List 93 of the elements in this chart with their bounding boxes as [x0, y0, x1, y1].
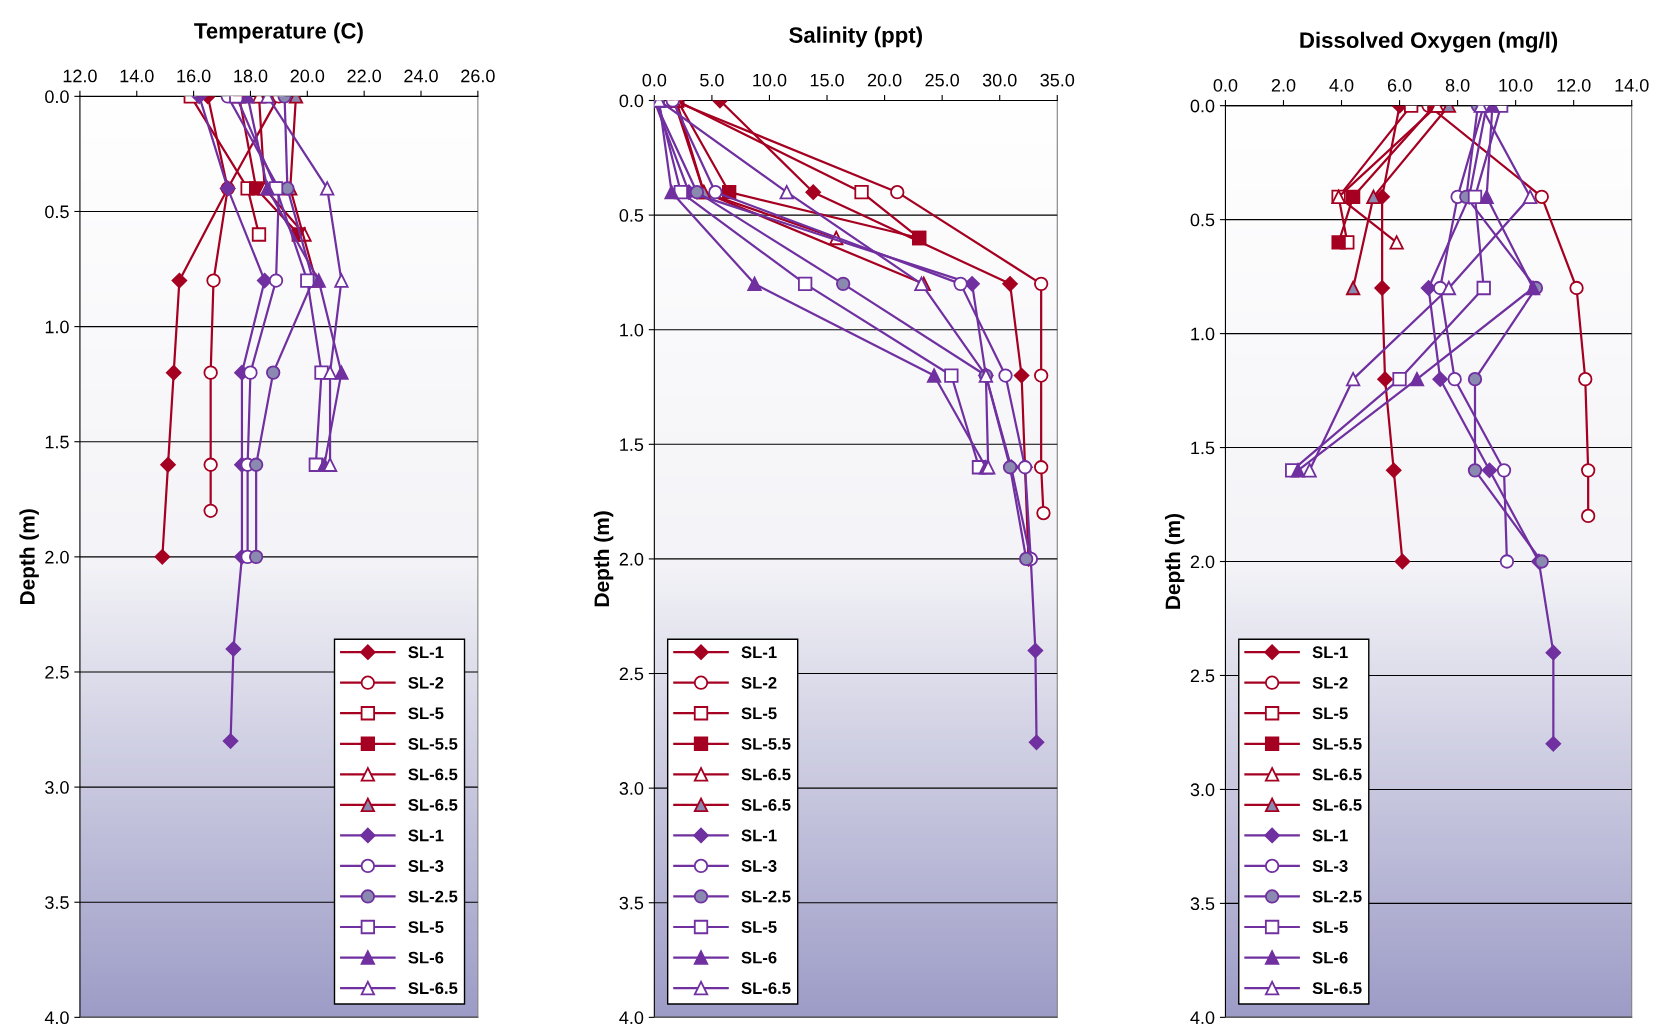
legend-label: SL-6.5	[1312, 799, 1362, 811]
legend-label: SL-6.5	[408, 768, 458, 781]
y-tick-label: 1.5	[45, 435, 69, 449]
x-tick-label: 20.0	[867, 73, 902, 87]
legend-label: SL-6.5	[741, 982, 791, 995]
y-tick-label: 3.0	[45, 781, 69, 794]
x-tick-label: 35.0	[1040, 73, 1075, 87]
legend-label: SL-6	[408, 951, 444, 964]
y-tick-label: 3.5	[45, 896, 69, 909]
legend-label: SL-3	[1312, 860, 1348, 872]
y-tick-label: 0.0	[1190, 99, 1215, 113]
y-tick-label: 3.5	[619, 896, 644, 910]
x-tick-label: 30.0	[982, 73, 1017, 87]
legend-label: SL-2.5	[741, 890, 791, 903]
y-axis-title: Depth (m)	[1164, 513, 1185, 609]
x-tick-label: 0.0	[642, 73, 667, 87]
x-tick-label: 8.0	[1445, 78, 1470, 92]
y-tick-label: 0.5	[45, 205, 69, 219]
legend-label: SL-1	[741, 829, 777, 842]
x-tick-label: 0.0	[1213, 78, 1238, 92]
y-tick-label: 4.0	[44, 1011, 69, 1025]
y-tick-label: 0.5	[619, 209, 644, 222]
y-tick-label: 2.5	[45, 665, 69, 679]
y-tick-label: 0.0	[45, 90, 69, 104]
y-tick-label: 1.5	[620, 438, 644, 452]
x-tick-label: 12.0	[1557, 78, 1591, 92]
legend-label: SL-5	[1312, 707, 1348, 720]
x-tick-label: 10.0	[1499, 78, 1533, 92]
legend-label: SL-6	[741, 951, 777, 964]
chart-title: Dissolved Oxygen (mg/l)	[1300, 31, 1558, 53]
y-tick-label: 0.0	[619, 94, 644, 108]
legend-label: SL-2	[1312, 676, 1348, 689]
y-tick-label: 2.5	[1190, 669, 1215, 683]
legend-label: SL-6.5	[1312, 768, 1362, 781]
legend-label: SL-1	[1312, 829, 1348, 842]
legend-label: SL-5	[1312, 921, 1348, 933]
y-axis-title: Depth (m)	[593, 511, 614, 607]
legend-label: SL-3	[741, 860, 777, 872]
y-tick-label: 2.0	[1190, 555, 1215, 569]
legend-label: SL-2.5	[1312, 890, 1362, 903]
legend-label: SL-5.5	[408, 737, 458, 750]
y-tick-label: 3.0	[619, 782, 644, 795]
legend-label: SL-5.5	[741, 737, 791, 750]
legend-label: SL-3	[408, 860, 444, 872]
x-tick-label: 16.0	[177, 69, 211, 83]
y-tick-label: 1.0	[1191, 327, 1215, 341]
y-tick-label: 2.5	[619, 667, 644, 681]
legend-label: SL-6.5	[1312, 982, 1362, 995]
x-tick-label: 10.0	[753, 73, 787, 87]
y-tick-label: 0.5	[1190, 213, 1215, 227]
x-tick-label: 15.0	[810, 73, 844, 87]
x-tick-label: 4.0	[1329, 78, 1354, 92]
x-tick-label: 20.0	[290, 69, 325, 83]
x-tick-label: 6.0	[1387, 78, 1412, 92]
legend-label: SL-1	[1312, 646, 1348, 659]
legend-label: SL-1	[408, 829, 444, 842]
x-tick-label: 5.0	[700, 73, 724, 87]
chart-title: Salinity (ppt)	[789, 26, 922, 48]
legend-label: SL-2	[408, 676, 444, 689]
legend-label: SL-6	[1312, 951, 1348, 964]
legend-label: SL-1	[408, 646, 444, 659]
y-tick-label: 3.0	[1190, 783, 1215, 797]
legend-label: SL-5	[408, 707, 444, 720]
x-tick-label: 2.0	[1271, 78, 1296, 92]
legend-label: SL-5	[741, 707, 777, 720]
y-tick-label: 1.0	[620, 323, 644, 337]
x-tick-label: 25.0	[925, 73, 960, 87]
x-tick-label: 14.0	[120, 69, 154, 83]
legend-label: SL-1	[741, 646, 777, 659]
legend-label: SL-6.5	[408, 982, 458, 995]
x-tick-label: 12.0	[63, 69, 97, 83]
legend-label: SL-6.5	[408, 799, 458, 811]
legend-label: SL-5	[741, 921, 777, 933]
y-tick-label: 2.0	[45, 550, 69, 564]
legend-label: SL-5	[408, 921, 444, 933]
x-tick-label: 18.0	[234, 69, 268, 83]
x-tick-label: 24.0	[404, 69, 438, 83]
y-tick-label: 3.5	[1190, 897, 1215, 911]
chart-title: Temperature (C)	[194, 22, 363, 44]
y-tick-label: 4.0	[619, 1011, 644, 1025]
y-tick-label: 4.0	[1190, 1011, 1215, 1025]
x-tick-label: 14.0	[1615, 78, 1649, 92]
legend-label: SL-5.5	[1312, 737, 1362, 750]
y-tick-label: 1.0	[45, 320, 69, 334]
y-tick-label: 2.0	[619, 552, 644, 566]
legend-label: SL-2	[741, 676, 777, 689]
legend-label: SL-6.5	[741, 799, 791, 811]
y-tick-label: 1.5	[1191, 441, 1215, 455]
x-tick-label: 22.0	[347, 69, 382, 83]
y-axis-title: Depth (m)	[19, 509, 39, 605]
x-tick-label: 26.0	[461, 69, 495, 83]
legend-label: SL-6.5	[741, 768, 791, 781]
legend-label: SL-2.5	[408, 890, 458, 903]
